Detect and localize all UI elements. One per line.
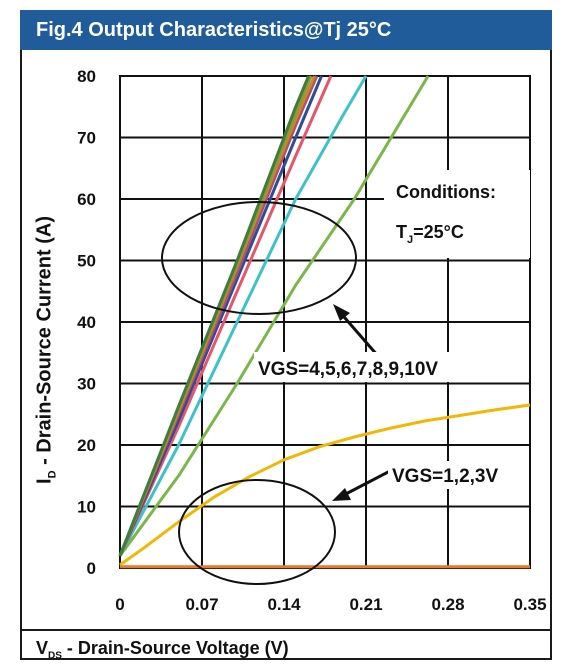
series-line-10 — [118, 75, 310, 557]
tj-condition: TJ=25°C — [396, 222, 464, 246]
vgs-high-label: VGS=4,5,6,7,8,9,10V — [258, 359, 438, 380]
x-tick-label: 0.28 — [431, 595, 464, 614]
arrow-vgs-high-head — [333, 304, 350, 321]
y-tick-label: 70 — [77, 129, 96, 148]
x-tick-label: 0.35 — [513, 595, 546, 614]
x-tick-label: 0.14 — [267, 595, 301, 614]
series-line-6 — [118, 75, 323, 557]
ellipse-vgs-high — [161, 201, 357, 315]
conditions-label: Conditions: — [396, 182, 496, 202]
y-tick-label: 50 — [77, 252, 96, 271]
arrow-vgs-low-head — [332, 488, 351, 501]
y-tick-label: 20 — [77, 436, 96, 455]
x-axis-label: VDS - Drain-Source Voltage (V) — [36, 638, 289, 662]
y-tick-label: 0 — [87, 559, 96, 578]
x-tick-label: 0 — [115, 595, 124, 614]
arrow-vgs-low-shaft — [339, 468, 393, 499]
footer-divider — [20, 629, 552, 631]
figure-title: Fig.4 Output Characteristics@Tj 25°C — [20, 10, 552, 50]
y-tick-label: 30 — [77, 375, 96, 394]
series-line-3 — [118, 75, 430, 557]
y-axis-label: ID - Drain-Source Current (A) — [33, 216, 59, 484]
y-tick-label: 60 — [77, 190, 96, 209]
ellipse-vgs-low — [178, 479, 336, 585]
x-tick-label: 0.07 — [185, 595, 218, 614]
arrow-vgs-high-shaft — [336, 309, 380, 357]
y-tick-label: 80 — [77, 67, 96, 86]
conditions-box-bg — [384, 170, 530, 258]
y-tick-label: 40 — [77, 313, 96, 332]
series-line-5 — [118, 75, 333, 557]
vgs-low-label: VGS=1,2,3V — [392, 466, 498, 487]
y-tick-label: 10 — [77, 498, 96, 517]
vgs-high-label-bg — [254, 352, 500, 382]
series-line-2 — [119, 403, 531, 567]
figure-frame — [20, 10, 552, 660]
series-line-4 — [118, 75, 368, 557]
x-tick-label: 0.21 — [349, 595, 382, 614]
vgs-low-label-bg — [388, 461, 526, 489]
